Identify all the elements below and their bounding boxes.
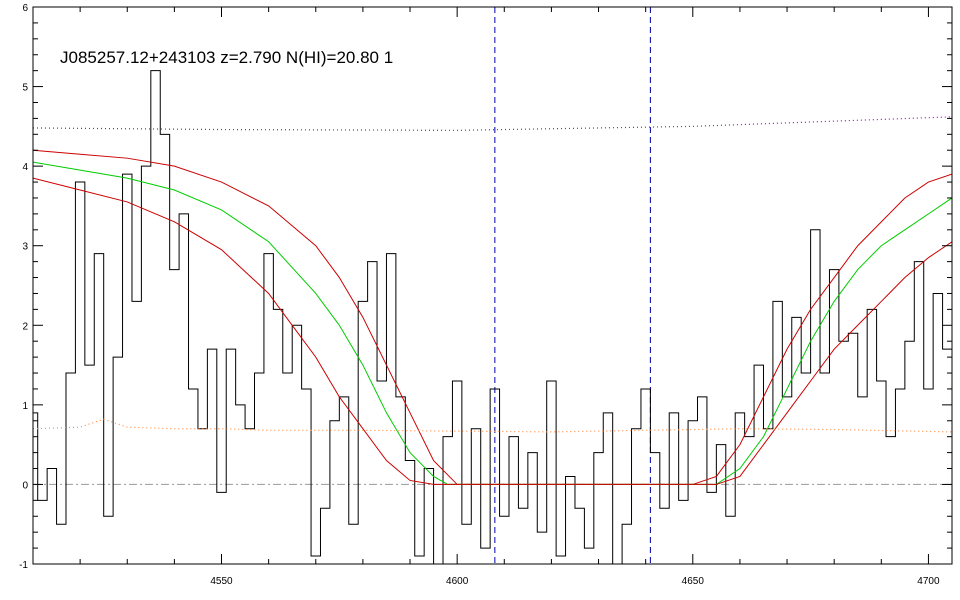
y-tick-label: 0 xyxy=(22,480,28,491)
series-error xyxy=(33,418,952,433)
series-continuum xyxy=(33,116,952,131)
x-tick-label: 4550 xyxy=(210,576,233,587)
x-tick-label: 4650 xyxy=(682,576,705,587)
plot-frame xyxy=(32,6,953,565)
y-tick-label: 6 xyxy=(22,3,28,14)
chart-title: J085257.12+243103 z=2.790 N(HI)=20.80 1 xyxy=(60,48,393,67)
y-tick-label: 5 xyxy=(22,83,28,94)
y-tick-label: 1 xyxy=(22,401,28,412)
tick-layer: 4550 4600 4650 4700 -1 0 1 2 3 4 5 6 xyxy=(19,3,952,587)
series-flux xyxy=(33,70,952,564)
y-tick-label: 2 xyxy=(22,321,28,332)
y-tick-label: 3 xyxy=(22,242,28,253)
series-fit-upper xyxy=(33,149,952,485)
series-fit-lower xyxy=(33,177,952,485)
x-tick-label: 4600 xyxy=(446,576,469,587)
series-fit-best xyxy=(33,161,952,485)
series-layer xyxy=(33,7,952,564)
x-tick-label: 4700 xyxy=(917,576,940,587)
y-tick-label: 4 xyxy=(22,162,28,173)
y-tick-label: -1 xyxy=(19,560,28,571)
